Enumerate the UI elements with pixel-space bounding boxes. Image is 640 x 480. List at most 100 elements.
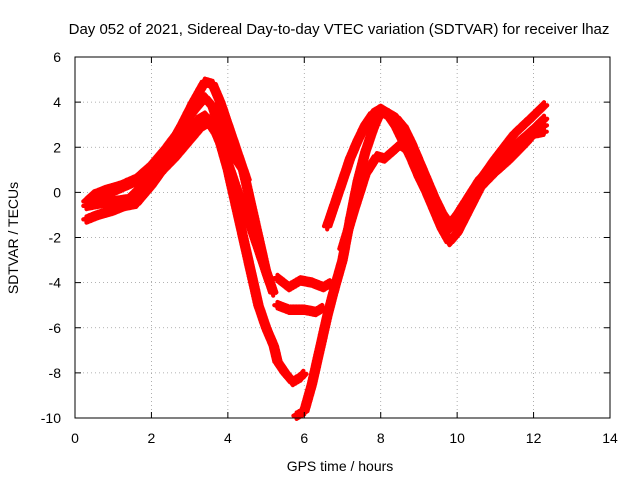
data-point: [94, 211, 102, 219]
data-point: [201, 78, 209, 86]
data-point: [446, 238, 453, 246]
data-point: [297, 374, 304, 381]
data-point: [511, 130, 518, 137]
y-tick-label: -4: [49, 275, 62, 291]
data-point: [163, 148, 170, 155]
data-point: [369, 116, 377, 124]
data-point: [530, 112, 537, 119]
data-point: [110, 207, 117, 214]
data-point: [197, 123, 205, 131]
data-point: [217, 139, 224, 146]
data-point: [324, 313, 331, 320]
data-point: [224, 121, 232, 128]
data-point: [83, 216, 90, 223]
x-tick-label: 10: [449, 430, 465, 446]
data-point: [431, 193, 438, 201]
data-point: [224, 166, 232, 174]
data-point: [453, 229, 461, 237]
data-point: [350, 207, 358, 214]
data-point: [251, 234, 258, 241]
data-point: [285, 306, 293, 313]
data-point: [324, 223, 331, 230]
data-point: [385, 110, 392, 117]
data-point: [132, 177, 140, 185]
data-point: [274, 301, 281, 309]
data-point: [270, 342, 277, 349]
data-point: [182, 132, 190, 140]
data-point: [476, 175, 484, 183]
data-point: [285, 283, 293, 291]
y-axis-label: SDTVAR / TECUs: [5, 182, 21, 294]
data-point: [400, 123, 407, 131]
series-track-6: [272, 272, 336, 293]
data-point: [465, 193, 472, 201]
data-point: [308, 279, 316, 286]
data-point: [362, 121, 369, 128]
data-point: [312, 308, 319, 316]
y-tick-label: 0: [53, 184, 61, 200]
data-point: [297, 277, 304, 284]
data-point: [209, 121, 216, 128]
data-point: [117, 184, 125, 192]
y-tick-label: -8: [49, 365, 62, 381]
data-point: [388, 148, 396, 155]
x-tick-label: 4: [224, 430, 232, 446]
data-point: [541, 101, 549, 108]
data-point: [541, 121, 549, 128]
data-point: [102, 191, 109, 198]
y-tick-label: -6: [49, 320, 62, 336]
y-tick-label: 6: [53, 49, 61, 65]
data-point: [289, 378, 297, 386]
series-track-4: [81, 110, 309, 388]
data-point: [381, 155, 388, 162]
data-point: [438, 209, 446, 216]
data-point: [331, 283, 339, 291]
data-point: [281, 369, 289, 377]
data-point: [148, 166, 155, 174]
data-point: [255, 301, 262, 309]
data-point: [492, 159, 499, 167]
data-point: [201, 112, 209, 119]
data-point: [201, 94, 209, 101]
x-tick-labels: 0 2 4 6 8 10 12 14: [71, 430, 618, 446]
data-point: [132, 200, 140, 207]
data-point: [239, 166, 247, 174]
data-point: [415, 157, 423, 164]
data-point: [243, 211, 251, 219]
series-markers: [272, 299, 328, 318]
y-tick-labels: 6 4 2 0 -2 -4 -6 -8 -10: [41, 49, 61, 426]
data-point: [396, 141, 404, 149]
data-point: [362, 171, 369, 178]
data-point: [408, 139, 415, 146]
x-tick-label: 0: [71, 430, 79, 446]
data-point: [232, 200, 239, 207]
data-point: [209, 103, 216, 110]
data-point: [301, 369, 308, 377]
data-point: [316, 347, 323, 354]
data-point: [148, 182, 155, 189]
data-point: [83, 202, 90, 210]
series-layer: [81, 76, 550, 421]
data-point: [308, 380, 316, 388]
data-point: [274, 274, 281, 282]
x-tick-label: 8: [377, 430, 385, 446]
y-tick-label: 2: [53, 139, 61, 155]
data-point: [507, 155, 514, 162]
data-point: [266, 279, 274, 286]
data-point: [530, 128, 537, 135]
chart-title: Day 052 of 2021, Sidereal Day-to-day VTE…: [69, 21, 610, 38]
y-tick-label: -2: [49, 230, 62, 246]
x-tick-label: 12: [526, 430, 542, 446]
data-point: [339, 256, 346, 264]
data-point: [339, 245, 346, 252]
data-point: [121, 202, 128, 210]
data-point: [167, 155, 174, 162]
data-point: [209, 80, 216, 88]
data-point: [446, 220, 453, 228]
data-point: [259, 256, 266, 264]
x-axis-label: GPS time / hours: [287, 458, 394, 474]
data-point: [136, 184, 144, 192]
data-point: [178, 121, 186, 128]
data-point: [377, 107, 384, 115]
